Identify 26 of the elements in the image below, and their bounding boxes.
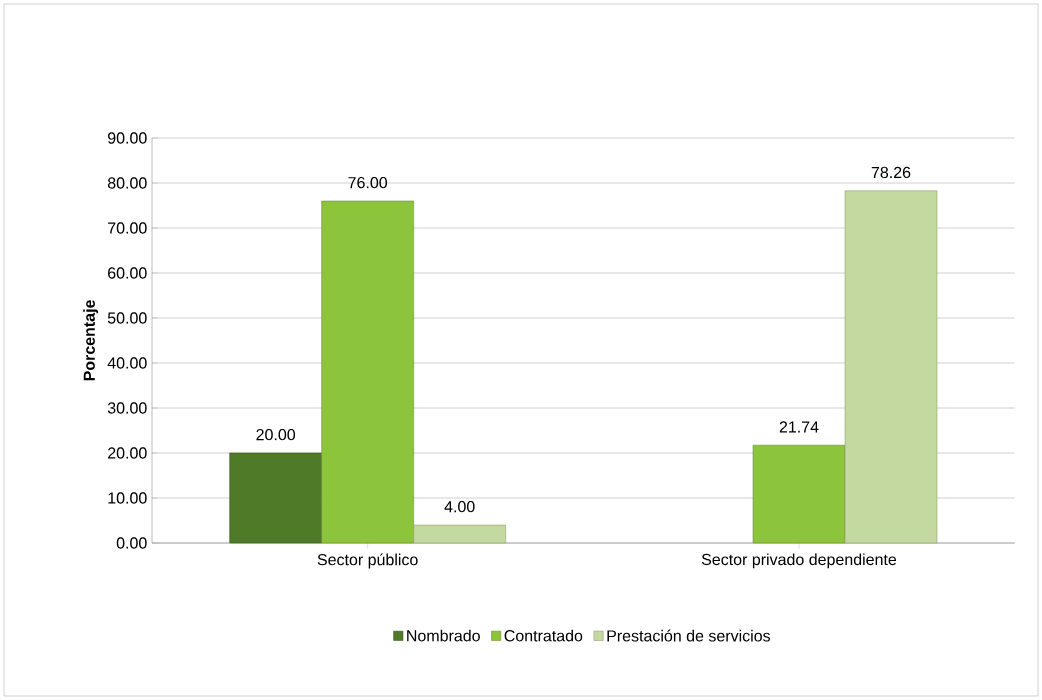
legend-label: Nombrado [407,629,480,642]
data-label: 78.26 [871,166,911,179]
y-tick-label: 90.00 [108,132,147,144]
data-label: 20.00 [256,428,296,441]
x-tick-label: Sector privado dependiente [701,553,897,569]
y-tick-label: 70.00 [108,222,147,234]
x-tick-label: Sector público [317,553,418,569]
y-tick-label: 60.00 [108,267,147,279]
y-axis-title: Porcentaje [83,300,99,381]
bar [752,444,846,544]
y-tick-label: 30.00 [107,402,147,414]
bar [229,452,322,544]
y-tick-label: 50.00 [107,312,147,324]
data-label: 76.00 [348,176,388,189]
y-tick-label: 10.00 [108,492,147,504]
y-tick-label: 20.00 [108,447,147,459]
data-label: 4.00 [444,500,475,513]
y-tick-label: 0.00 [116,537,147,549]
y-tick-label: 40.00 [107,357,147,369]
legend-label: Contratado [504,629,583,642]
bar [844,190,938,544]
bar [413,524,506,544]
data-label: 21.74 [779,421,819,433]
bar [321,200,414,544]
legend-label: Prestación de servicios [607,629,771,642]
y-tick-label: 80.00 [107,177,147,189]
